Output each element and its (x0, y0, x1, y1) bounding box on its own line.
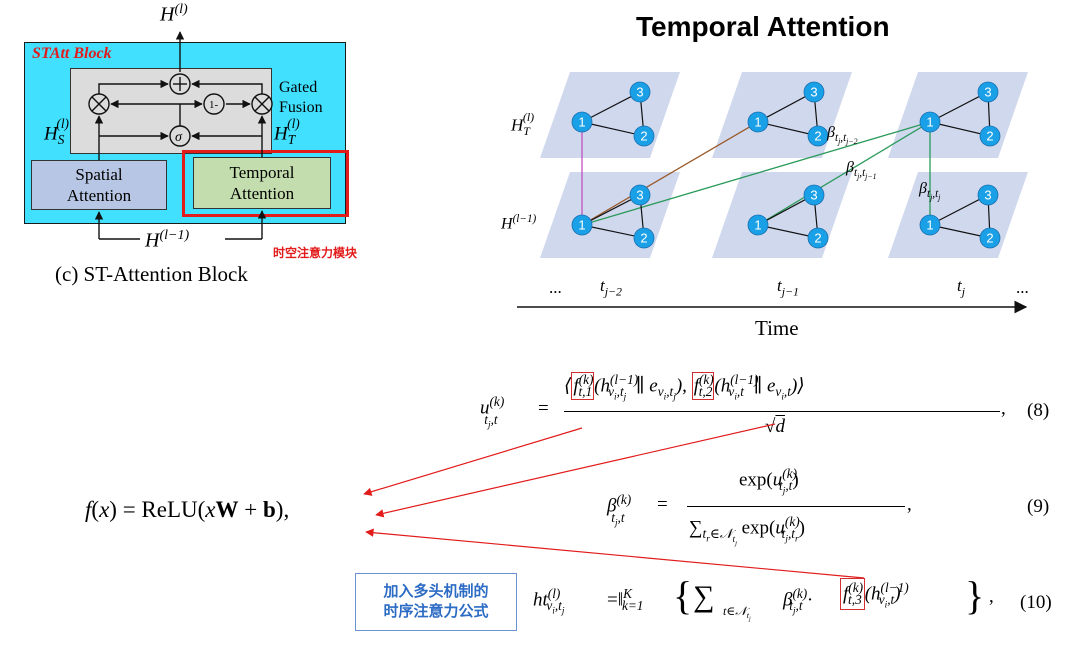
multihead-note-box: 加入多头机制的 时序注意力公式 (355, 573, 517, 631)
graph-node-label: 3 (810, 188, 817, 203)
f-t1-box: f(k)t,1 (571, 372, 595, 401)
svg-text:σ: σ (175, 130, 183, 145)
arrow-from-f3 (365, 528, 865, 579)
statt-annotation-cn: 时空注意力模块 (273, 246, 358, 260)
statt-output-label: H(l) (160, 2, 188, 26)
graph-node-label: 2 (640, 231, 647, 246)
multihead-note-line1: 加入多头机制的 (383, 583, 489, 600)
right-hprev-label: H(l−1) (501, 213, 537, 233)
graph-node-label: 2 (986, 129, 993, 144)
graph-node (633, 125, 655, 147)
graph-node-label: 3 (810, 85, 817, 100)
equation-8: u(k)tj,t = ⟨ f(k)t,1 (h(l−1)vi,tj ∥ evi,tj… (480, 372, 1006, 437)
graph-node (629, 81, 651, 103)
graph-node (807, 227, 829, 249)
ellipsis-left: ... (549, 278, 562, 297)
equation-10: ht(l)vi,tj =‖Kk=1 { ∑ t∈𝒩tj β(k)tj,t · f… (533, 573, 994, 624)
graph-node (571, 214, 593, 236)
graph-node-label: 3 (984, 85, 991, 100)
equation-10-number: (10) (1020, 592, 1052, 613)
graph-node-label: 1 (926, 218, 933, 233)
time-label-2: tj−1 (777, 276, 800, 299)
graph-node (919, 111, 941, 133)
graph-node-label: 3 (636, 188, 643, 203)
graph-node-label: 3 (636, 85, 643, 100)
equation-9: β(k)tj,t = exp(u(k)tj,t) ∑tr∈𝒩tj exp(u(k… (607, 466, 912, 547)
graph-node (803, 184, 825, 206)
graph-node (807, 125, 829, 147)
time-label-1: tj−2 (600, 276, 623, 299)
graph-node (979, 125, 1001, 147)
statt-input-label: H(l−1) (145, 228, 190, 252)
graph-node-label: 1 (754, 218, 761, 233)
graph-node-label: 1 (578, 115, 585, 130)
gated-fusion-label: Gated Fusion (279, 79, 323, 116)
statt-block-wiring: 1- σ (88, 31, 273, 240)
graph-node-label: 2 (814, 231, 821, 246)
time-axis-label: Time (755, 316, 799, 340)
equation-9-number: (9) (1027, 496, 1050, 517)
edge-cross-4 (757, 121, 931, 226)
hs-label: HS(l) (44, 116, 69, 148)
ht-label: HT(l) (274, 116, 300, 148)
temporal-attention-box (193, 157, 331, 209)
graph-node-label: 1 (926, 115, 933, 130)
edge-cross-3 (581, 121, 931, 226)
temporal-graph: 1 2 3 1 2 3 1 2 3 1 2 3 1 2 3 1 2 3 (517, 72, 1028, 314)
graph-node (979, 227, 1001, 249)
equation-8-number: (8) (1027, 400, 1050, 421)
beta-label-2: βtj,tj−1 (846, 159, 877, 182)
graph-node-label: 3 (984, 188, 991, 203)
graph-node (633, 227, 655, 249)
time-label-3: tj (957, 276, 966, 299)
graph-node (747, 111, 769, 133)
right-ht-label: HT(l) (511, 110, 535, 139)
f-t3-box: f(k)t,3 (840, 578, 865, 611)
beta-label-3: βtj,tj (919, 180, 941, 203)
graph-node (977, 81, 999, 103)
graph-node (919, 214, 941, 236)
graph-node (571, 111, 593, 133)
graph-node (747, 214, 769, 236)
temporal-attention-title: Temporal Attention (636, 11, 890, 42)
arrow-from-f2 (375, 423, 776, 518)
graph-node-label: 1 (578, 218, 585, 233)
graph-node-label: 1 (754, 115, 761, 130)
graph-node-label: 2 (640, 129, 647, 144)
graph-node (803, 81, 825, 103)
arrow-from-f1 (363, 427, 583, 496)
graph-nodes: 1 2 3 1 2 3 1 2 3 1 2 3 1 2 3 1 2 3 (571, 81, 1001, 249)
statt-block-title: STAtt Block (32, 45, 112, 62)
graph-node-label: 2 (814, 129, 821, 144)
spatial-attention-box (31, 160, 167, 210)
beta-label-1: βtj,tj−2 (827, 124, 858, 147)
relu-formula: f(x) = ReLU(xW + b), (85, 497, 290, 522)
graph-node (977, 184, 999, 206)
ellipsis-right: ... (1016, 278, 1029, 297)
f-t2-box: f(k)t,2 (691, 372, 715, 401)
temporal-attention-label: Temporal Attention (229, 163, 295, 203)
edge-cross-2 (581, 121, 759, 226)
svg-text:1-: 1- (209, 99, 219, 111)
statt-caption: (c) ST-Attention Block (55, 262, 248, 286)
multihead-note-line2: 时序注意力公式 (383, 603, 489, 620)
graph-node (629, 184, 651, 206)
graph-node-label: 2 (986, 231, 993, 246)
spatial-attention-label: Spatial Attention (66, 165, 132, 205)
